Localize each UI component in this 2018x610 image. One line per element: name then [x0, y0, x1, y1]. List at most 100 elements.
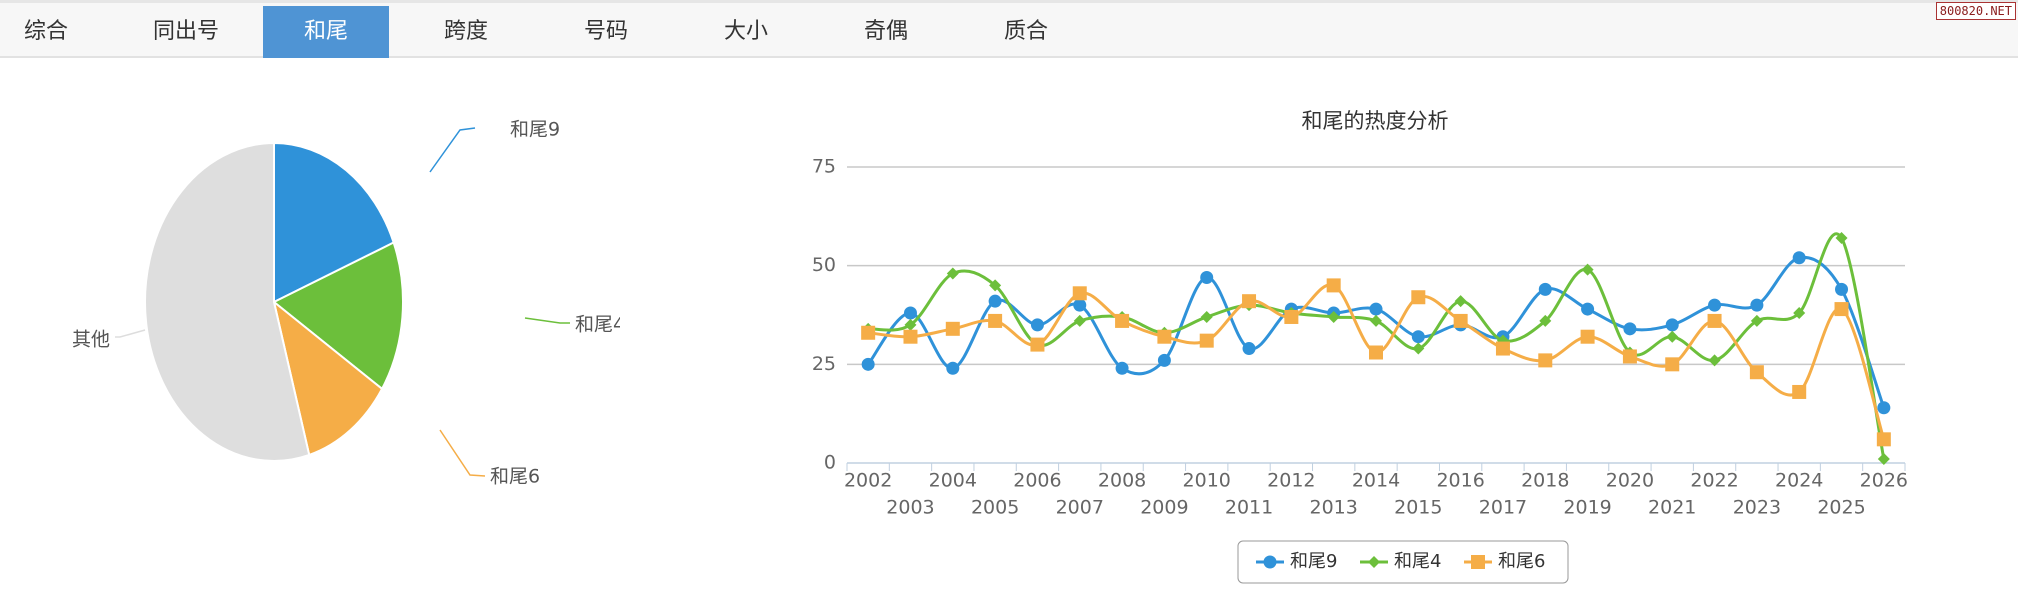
- tab-5[interactable]: 大小: [723, 19, 768, 44]
- legend-marker[interactable]: [1368, 556, 1380, 568]
- data-point[interactable]: [1623, 322, 1637, 336]
- data-point[interactable]: [1708, 354, 1721, 367]
- data-point[interactable]: [1411, 330, 1425, 344]
- tab-6[interactable]: 奇偶: [863, 19, 908, 44]
- data-point[interactable]: [988, 294, 1002, 308]
- series-0: [861, 251, 1891, 415]
- data-point[interactable]: [1115, 361, 1129, 375]
- legend-item[interactable]: 和尾9: [1256, 551, 1337, 572]
- legend-item[interactable]: 和尾4: [1360, 551, 1441, 572]
- data-point[interactable]: [1622, 349, 1637, 364]
- pie-label: 和尾4: [575, 314, 620, 336]
- pie-connector: [429, 127, 476, 173]
- legend-label: 和尾9: [1290, 551, 1337, 572]
- data-point[interactable]: [1708, 298, 1722, 312]
- tab-3[interactable]: 跨度: [443, 19, 488, 44]
- chart-title: 和尾的热度分析: [1302, 109, 1449, 133]
- data-point[interactable]: [1200, 271, 1214, 285]
- data-point[interactable]: [1876, 432, 1891, 447]
- data-point[interactable]: [1115, 313, 1130, 328]
- data-point[interactable]: [1072, 286, 1087, 301]
- data-point[interactable]: [1030, 337, 1045, 352]
- data-point[interactable]: [1284, 309, 1299, 324]
- data-point[interactable]: [1749, 365, 1764, 380]
- pie-slice[interactable]: [273, 141, 395, 304]
- line-chart: 和尾的热度分析 0 25 50 75 2002 2003 2004 2005 2006 2007 20…: [812, 109, 1908, 584]
- data-point[interactable]: [1792, 251, 1806, 265]
- tab-7[interactable]: 质合: [1003, 19, 1048, 44]
- data-point[interactable]: [1030, 318, 1044, 332]
- data-point[interactable]: [1327, 310, 1340, 323]
- data-point[interactable]: [903, 306, 917, 320]
- data-point[interactable]: [1073, 314, 1086, 327]
- data-point[interactable]: [1199, 333, 1214, 348]
- watermark: 800820.NET: [1935, 2, 2016, 20]
- x-tick-label: 2022: [1690, 470, 1738, 492]
- data-point[interactable]: [1666, 330, 1679, 343]
- legend-marker[interactable]: [1471, 555, 1485, 569]
- data-point[interactable]: [904, 318, 917, 331]
- data-point[interactable]: [1538, 353, 1553, 368]
- data-point[interactable]: [1454, 295, 1467, 308]
- tab-4[interactable]: 号码: [583, 19, 628, 44]
- data-point[interactable]: [989, 279, 1002, 292]
- legend-item[interactable]: 和尾6: [1464, 551, 1545, 572]
- data-point[interactable]: [1326, 278, 1341, 293]
- x-tick-label: 2008: [1098, 470, 1146, 492]
- data-point[interactable]: [1200, 310, 1213, 323]
- data-point[interactable]: [988, 313, 1003, 328]
- data-point[interactable]: [1538, 282, 1552, 296]
- data-point[interactable]: [1073, 298, 1087, 312]
- data-point[interactable]: [1581, 263, 1594, 276]
- x-tick-label: 2018: [1521, 470, 1569, 492]
- legend-box: [1237, 540, 1569, 584]
- tab-2[interactable]: 和尾: [263, 6, 389, 58]
- data-point[interactable]: [1453, 313, 1468, 328]
- data-point[interactable]: [1834, 302, 1849, 317]
- pie-slice[interactable]: [144, 141, 311, 462]
- data-point[interactable]: [1157, 329, 1172, 344]
- pie-label: 其他: [72, 329, 110, 351]
- data-point[interactable]: [1835, 282, 1849, 296]
- data-point[interactable]: [1369, 302, 1383, 316]
- x-tick-label: 2014: [1352, 470, 1400, 492]
- data-point[interactable]: [1877, 453, 1890, 466]
- data-point[interactable]: [903, 329, 918, 344]
- x-tick-label: 2015: [1394, 497, 1442, 519]
- pie-slice[interactable]: [272, 241, 404, 391]
- data-point[interactable]: [1877, 401, 1891, 415]
- data-point[interactable]: [1495, 341, 1510, 356]
- data-point[interactable]: [1242, 342, 1256, 356]
- tab-1[interactable]: 同出号: [152, 19, 219, 44]
- data-point[interactable]: [946, 361, 960, 375]
- data-point[interactable]: [861, 325, 876, 340]
- x-tick-label: 2013: [1310, 497, 1358, 519]
- data-point[interactable]: [1157, 353, 1171, 367]
- x-tick-label: 2021: [1648, 497, 1696, 519]
- x-tick-label: 2020: [1606, 470, 1654, 492]
- data-point[interactable]: [1539, 314, 1552, 327]
- data-point[interactable]: [1665, 357, 1680, 372]
- pie-label: 和尾9: [510, 119, 560, 141]
- data-point[interactable]: [1835, 232, 1848, 245]
- data-point[interactable]: [1370, 314, 1382, 327]
- legend-marker[interactable]: [1263, 555, 1277, 569]
- data-point[interactable]: [861, 357, 875, 371]
- data-point[interactable]: [1707, 313, 1722, 328]
- tab-0[interactable]: 综合: [23, 19, 68, 44]
- y-tick-label: 50: [812, 254, 836, 276]
- data-point[interactable]: [1580, 329, 1595, 344]
- data-point[interactable]: [1750, 314, 1763, 327]
- data-point[interactable]: [1750, 298, 1764, 312]
- pie-label: 和尾6: [490, 466, 540, 488]
- data-point[interactable]: [1412, 342, 1425, 355]
- data-point[interactable]: [1793, 307, 1806, 320]
- data-point[interactable]: [1369, 345, 1383, 360]
- data-point[interactable]: [1792, 384, 1807, 399]
- data-point[interactable]: [1242, 294, 1257, 309]
- data-point[interactable]: [946, 267, 959, 280]
- data-point[interactable]: [945, 321, 960, 336]
- data-point[interactable]: [1581, 302, 1595, 316]
- data-point[interactable]: [1411, 290, 1426, 305]
- data-point[interactable]: [1665, 318, 1679, 332]
